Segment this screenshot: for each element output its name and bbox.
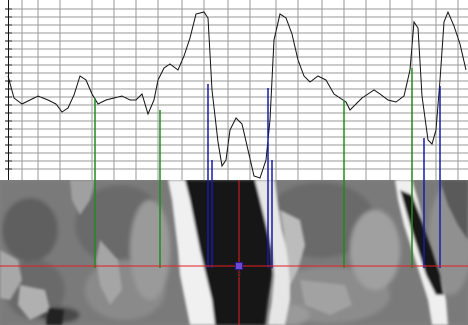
mri-slice-image[interactable] xyxy=(0,180,468,325)
y-axis xyxy=(5,0,12,180)
intensity-profile-plot[interactable] xyxy=(0,0,468,180)
tissue-structures xyxy=(0,180,468,325)
plot-grid xyxy=(8,0,468,180)
intensity-profile-line xyxy=(7,10,467,179)
selected-point-label: 0 xyxy=(236,270,242,280)
